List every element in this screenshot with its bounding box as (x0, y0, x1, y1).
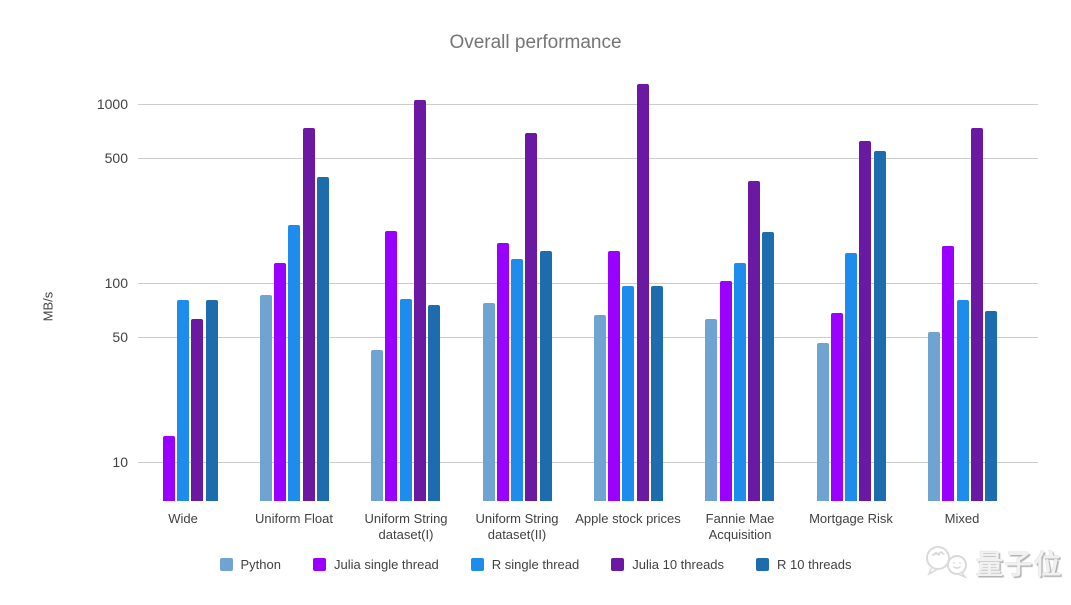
bar-julia-10-threads (636, 83, 649, 501)
legend-label: Python (240, 557, 281, 572)
bar-julia-10-threads (191, 318, 204, 501)
bar-r-single-thread (511, 259, 524, 501)
legend-swatch (219, 558, 233, 571)
bar-r-10-threads (762, 231, 775, 501)
gridline (138, 104, 1038, 105)
legend-swatch (313, 558, 326, 571)
bar-r-10-threads (651, 286, 663, 501)
bar-julia-10-threads (859, 141, 872, 501)
legend-item-r-single-thread: R single thread (470, 557, 580, 572)
bar-r-single-thread (288, 225, 301, 501)
y-tick-label: 10 (112, 454, 128, 470)
bar-julia-10-threads (302, 128, 315, 501)
bar-r-single-thread (399, 299, 412, 501)
x-axis-label: Uniform Float (254, 511, 334, 526)
bar-julia-single-thread (162, 435, 175, 501)
bar-python (816, 343, 829, 501)
bar-julia-single-thread (496, 243, 509, 501)
bar-julia-10-threads (414, 100, 426, 501)
gridline (138, 336, 1038, 338)
bar-r-10-threads (317, 177, 329, 501)
x-axis-label: Mixed (944, 511, 980, 526)
chart-title: Overall performance (449, 32, 622, 53)
bar-r-single-thread (622, 286, 635, 501)
legend-swatch (611, 558, 625, 571)
chat-bubbles-icon (926, 545, 968, 579)
y-tick-label: 500 (104, 150, 128, 166)
legend-item-julia-single-thread: Julia single thread (313, 557, 439, 572)
legend-label: R 10 threads (777, 557, 852, 572)
legend-swatch (470, 558, 484, 571)
bar-python (593, 315, 606, 501)
bar-julia-single-thread (942, 246, 955, 501)
legend-label: R single thread (491, 557, 580, 572)
legend-item-python: Python (219, 557, 281, 572)
bar-julia-single-thread (719, 281, 732, 501)
bar-r-10-threads (539, 250, 552, 501)
bar-julia-single-thread (274, 262, 287, 501)
bar-r-single-thread (177, 300, 189, 501)
watermark: 量子位 (924, 543, 1063, 582)
legend-label: Julia 10 threads (632, 557, 725, 572)
x-axis-label: Mortgage Risk (809, 511, 893, 526)
bar-python (371, 350, 384, 501)
bar-r-single-thread (956, 300, 969, 501)
bar-r-10-threads (428, 305, 441, 501)
bar-python (705, 318, 718, 501)
bar-r-10-threads (205, 300, 218, 501)
plot-area (138, 80, 1038, 501)
y-tick-label: 50 (112, 329, 128, 345)
x-axis-label: Uniform String dataset(II) (475, 511, 559, 543)
bar-julia-single-thread (830, 313, 843, 501)
gridline (138, 157, 1038, 159)
bar-julia-single-thread (608, 250, 621, 501)
bar-python (259, 294, 272, 501)
gridline (138, 462, 1038, 463)
legend: Python Julia single thread R single thread… (0, 557, 1071, 572)
watermark-text: 量子位 (976, 550, 1063, 580)
bar-python (482, 303, 495, 501)
bar-r-10-threads (873, 151, 886, 501)
y-tick-label: 1000 (96, 96, 128, 112)
x-axis-label: Wide (168, 511, 198, 526)
bar-r-single-thread (733, 263, 746, 501)
legend-item-r-10-threads: R 10 threads (756, 557, 851, 572)
bar-julia-10-threads (970, 128, 983, 501)
x-axis-label: Fannie Mae Acquisition (705, 511, 775, 543)
bar-julia-10-threads (525, 132, 538, 501)
bar-julia-single-thread (385, 231, 398, 501)
y-tick-label: 100 (104, 275, 128, 291)
gridline (138, 283, 1038, 284)
bar-r-10-threads (985, 310, 998, 501)
x-axis-label: Apple stock prices (575, 511, 681, 526)
legend-swatch (756, 558, 770, 571)
bar-r-single-thread (845, 252, 858, 501)
x-axis-label: Uniform String dataset(I) (364, 511, 448, 543)
bar-julia-10-threads (748, 181, 761, 501)
legend-item-julia-10-threads: Julia 10 threads (611, 557, 724, 572)
legend-label: Julia single thread (334, 557, 439, 572)
bar-python (927, 332, 940, 501)
